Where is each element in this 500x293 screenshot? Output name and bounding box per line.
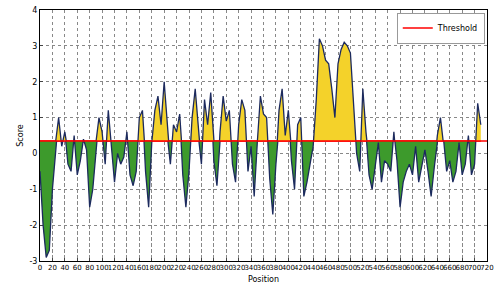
- svg-text:100: 100: [95, 264, 108, 272]
- svg-text:-2: -2: [29, 221, 37, 230]
- svg-text:-1: -1: [29, 185, 37, 194]
- svg-text:600: 600: [406, 264, 419, 272]
- svg-text:480: 480: [331, 264, 344, 272]
- svg-text:260: 260: [195, 264, 208, 272]
- svg-text:200: 200: [157, 264, 170, 272]
- svg-text:360: 360: [257, 264, 270, 272]
- svg-text:580: 580: [393, 264, 406, 272]
- svg-text:0: 0: [32, 149, 37, 158]
- svg-text:240: 240: [182, 264, 195, 272]
- svg-text:400: 400: [282, 264, 295, 272]
- svg-text:60: 60: [73, 264, 82, 272]
- svg-text:20: 20: [48, 264, 57, 272]
- svg-text:720: 720: [480, 264, 493, 272]
- svg-text:80: 80: [85, 264, 94, 272]
- svg-text:1: 1: [32, 113, 37, 122]
- svg-text:0: 0: [38, 264, 42, 272]
- svg-text:340: 340: [244, 264, 257, 272]
- svg-text:620: 620: [418, 264, 431, 272]
- svg-text:220: 220: [170, 264, 183, 272]
- svg-text:160: 160: [133, 264, 146, 272]
- svg-text:Score: Score: [16, 124, 25, 146]
- svg-text:Position: Position: [248, 275, 279, 284]
- svg-text:380: 380: [269, 264, 282, 272]
- svg-text:Threshold: Threshold: [437, 24, 477, 33]
- svg-text:320: 320: [232, 264, 245, 272]
- svg-text:4: 4: [32, 6, 37, 15]
- svg-text:420: 420: [294, 264, 307, 272]
- svg-text:280: 280: [207, 264, 220, 272]
- svg-text:2: 2: [32, 78, 37, 87]
- svg-text:700: 700: [468, 264, 481, 272]
- svg-text:440: 440: [306, 264, 319, 272]
- svg-text:640: 640: [431, 264, 444, 272]
- svg-text:-3: -3: [29, 257, 37, 266]
- svg-text:40: 40: [60, 264, 69, 272]
- svg-text:460: 460: [319, 264, 332, 272]
- svg-text:680: 680: [455, 264, 468, 272]
- svg-text:140: 140: [120, 264, 133, 272]
- svg-text:500: 500: [344, 264, 357, 272]
- svg-text:3: 3: [32, 42, 37, 51]
- svg-text:120: 120: [108, 264, 121, 272]
- svg-text:520: 520: [356, 264, 369, 272]
- svg-text:300: 300: [220, 264, 233, 272]
- svg-text:560: 560: [381, 264, 394, 272]
- svg-text:660: 660: [443, 264, 456, 272]
- svg-text:540: 540: [369, 264, 382, 272]
- svg-text:180: 180: [145, 264, 158, 272]
